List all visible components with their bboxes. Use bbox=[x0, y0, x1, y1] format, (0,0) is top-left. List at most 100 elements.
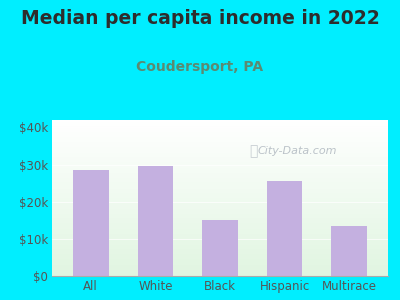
Bar bbox=[52, 162, 388, 164]
Bar bbox=[52, 128, 388, 129]
Bar bbox=[52, 165, 388, 167]
Bar bbox=[52, 195, 388, 196]
Text: Median per capita income in 2022: Median per capita income in 2022 bbox=[21, 9, 379, 28]
Bar bbox=[52, 156, 388, 158]
Bar bbox=[52, 170, 388, 172]
Bar bbox=[52, 158, 388, 159]
Bar bbox=[52, 131, 388, 133]
Bar bbox=[52, 159, 388, 160]
Bar bbox=[52, 271, 388, 273]
Bar bbox=[52, 206, 388, 207]
Bar bbox=[52, 148, 388, 150]
Bar bbox=[52, 238, 388, 240]
Bar bbox=[52, 274, 388, 276]
Bar bbox=[52, 129, 388, 131]
Bar bbox=[52, 160, 388, 162]
Bar bbox=[73, 170, 108, 276]
Bar bbox=[52, 136, 388, 137]
Bar bbox=[52, 231, 388, 232]
Bar bbox=[52, 265, 388, 267]
Bar bbox=[52, 214, 388, 215]
Bar bbox=[52, 212, 388, 214]
Bar bbox=[52, 248, 388, 250]
Text: Coudersport, PA: Coudersport, PA bbox=[136, 60, 264, 74]
Bar bbox=[52, 204, 388, 206]
Bar bbox=[52, 134, 388, 136]
Bar bbox=[52, 236, 388, 237]
Bar bbox=[52, 122, 388, 123]
Bar bbox=[52, 260, 388, 262]
Bar bbox=[52, 137, 388, 139]
Bar bbox=[52, 217, 388, 218]
Bar bbox=[52, 146, 388, 148]
Bar bbox=[52, 220, 388, 221]
Bar bbox=[52, 267, 388, 268]
Bar bbox=[52, 154, 388, 156]
Bar bbox=[52, 178, 388, 179]
Bar bbox=[52, 237, 388, 238]
Bar bbox=[52, 209, 388, 211]
Bar bbox=[52, 151, 388, 153]
Bar bbox=[52, 215, 388, 217]
Bar bbox=[52, 224, 388, 226]
Bar bbox=[52, 142, 388, 143]
Bar bbox=[52, 226, 388, 228]
Bar bbox=[52, 190, 388, 192]
Bar bbox=[52, 176, 388, 178]
Bar bbox=[52, 221, 388, 223]
Bar bbox=[52, 259, 388, 260]
Bar bbox=[52, 150, 388, 151]
Bar bbox=[138, 167, 173, 276]
Bar bbox=[52, 257, 388, 259]
Bar bbox=[52, 263, 388, 265]
Bar bbox=[52, 270, 388, 271]
Bar bbox=[52, 207, 388, 209]
Bar bbox=[52, 218, 388, 220]
Bar bbox=[52, 253, 388, 254]
Bar bbox=[52, 192, 388, 193]
Bar bbox=[52, 181, 388, 182]
Bar bbox=[52, 123, 388, 125]
Bar bbox=[52, 201, 388, 203]
Bar bbox=[52, 193, 388, 195]
Bar bbox=[52, 200, 388, 201]
Bar bbox=[52, 246, 388, 248]
Bar bbox=[52, 242, 388, 243]
Bar bbox=[52, 173, 388, 175]
Bar bbox=[52, 143, 388, 145]
Bar bbox=[52, 167, 388, 168]
Bar bbox=[52, 245, 388, 246]
Bar bbox=[52, 125, 388, 126]
Bar bbox=[52, 196, 388, 198]
Bar bbox=[52, 184, 388, 185]
Bar bbox=[52, 223, 388, 224]
Bar bbox=[52, 273, 388, 274]
Bar bbox=[52, 139, 388, 140]
Text: City-Data.com: City-Data.com bbox=[258, 146, 337, 156]
Bar bbox=[52, 168, 388, 170]
Bar bbox=[52, 250, 388, 251]
Bar bbox=[52, 140, 388, 142]
Bar bbox=[52, 251, 388, 253]
Bar bbox=[52, 172, 388, 173]
Text: ⓘ: ⓘ bbox=[250, 144, 258, 158]
Bar bbox=[52, 133, 388, 134]
Bar bbox=[52, 189, 388, 190]
Bar bbox=[52, 268, 388, 270]
Bar bbox=[52, 126, 388, 128]
Bar bbox=[52, 243, 388, 245]
Bar bbox=[202, 220, 238, 276]
Bar bbox=[52, 256, 388, 257]
Bar bbox=[52, 187, 388, 189]
Bar bbox=[52, 185, 388, 187]
Bar bbox=[332, 226, 367, 276]
Bar bbox=[52, 228, 388, 229]
Bar bbox=[52, 182, 388, 184]
Bar bbox=[52, 120, 388, 122]
Bar bbox=[52, 145, 388, 146]
Bar bbox=[52, 179, 388, 181]
Bar bbox=[52, 240, 388, 242]
Bar bbox=[52, 164, 388, 165]
Bar bbox=[52, 175, 388, 176]
Bar bbox=[52, 262, 388, 263]
